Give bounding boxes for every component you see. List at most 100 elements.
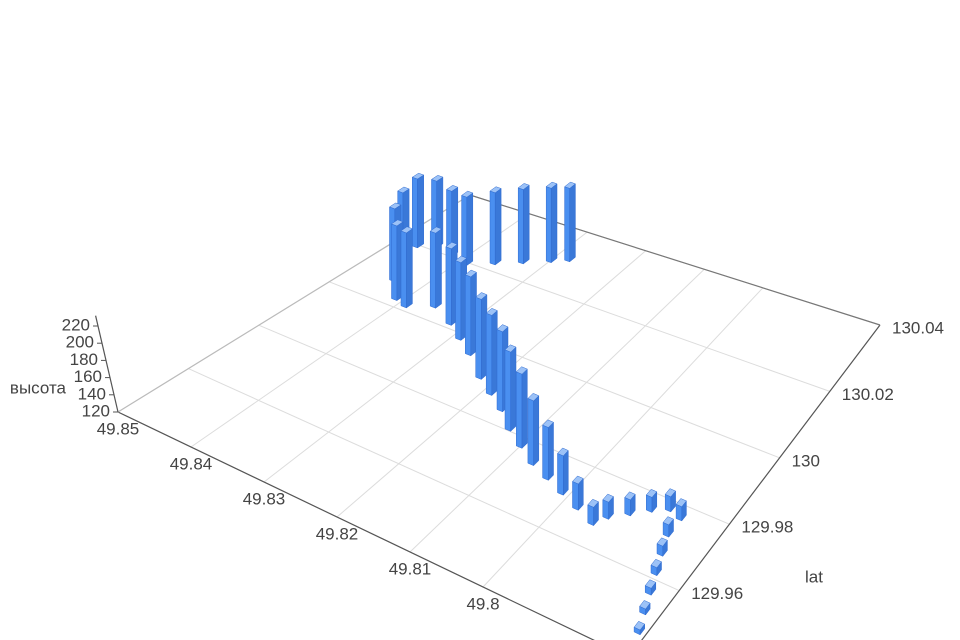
bar — [527, 393, 540, 467]
bar-top — [430, 175, 444, 182]
bar-face — [602, 499, 609, 520]
bar — [639, 600, 651, 616]
axis-line — [117, 411, 595, 640]
bar — [455, 255, 468, 341]
z-tick-label: 180 — [70, 350, 98, 369]
bar-top — [464, 269, 477, 278]
grid-line — [188, 368, 680, 592]
x-tick-label: 49.8 — [466, 594, 499, 613]
bar-top — [504, 344, 517, 353]
bar-face — [466, 192, 474, 266]
grid-line — [263, 231, 588, 483]
bar-top — [624, 491, 636, 501]
bar-face — [572, 481, 579, 511]
bar-face — [516, 371, 523, 449]
bar-face — [664, 493, 672, 513]
bar-face — [412, 176, 418, 249]
bar-face — [624, 497, 631, 517]
bar-top — [664, 488, 677, 498]
bar — [624, 491, 636, 517]
bar-face — [391, 223, 398, 301]
bar-face — [504, 349, 511, 432]
bar-top — [662, 516, 674, 526]
bar-top — [445, 185, 459, 192]
bar — [645, 488, 658, 514]
z-tick-label: 120 — [82, 401, 110, 420]
bar-face — [569, 183, 576, 263]
bar-face — [542, 424, 549, 481]
bar — [602, 493, 614, 521]
bar — [587, 498, 599, 527]
x-tick-label: 49.82 — [316, 524, 359, 543]
grid-line — [399, 237, 830, 392]
bar-top — [572, 475, 584, 485]
bar-face — [461, 195, 468, 266]
bar — [475, 292, 488, 380]
bar-top — [542, 419, 554, 428]
bar — [517, 183, 530, 265]
bar-top — [645, 488, 658, 498]
y-axis-name: lat — [805, 567, 823, 586]
bar-top — [445, 241, 458, 250]
bar — [662, 516, 674, 538]
bar-top — [461, 190, 474, 198]
bar-top — [489, 186, 502, 194]
x-tick-label: 49.81 — [389, 559, 432, 578]
bar-face — [455, 260, 462, 341]
bar — [489, 186, 502, 266]
bar — [461, 190, 474, 266]
bar-face — [400, 230, 407, 309]
z-axis-name: высота — [10, 378, 67, 397]
bar-face — [548, 421, 554, 481]
bar-top — [411, 172, 425, 180]
bar-face — [550, 183, 558, 264]
bar — [650, 558, 662, 577]
y-tick-label: 130 — [792, 451, 820, 470]
axis-line — [469, 194, 881, 326]
x-tick-label: 49.84 — [170, 454, 213, 473]
y-tick-label: 130.04 — [892, 318, 944, 337]
bar-face — [491, 310, 498, 397]
bar-face — [406, 228, 413, 309]
bar-top — [675, 498, 687, 508]
bar-face — [533, 395, 540, 467]
bar-top — [429, 226, 443, 234]
bar — [675, 498, 687, 522]
bar-face — [527, 398, 534, 466]
bar — [572, 475, 584, 511]
bar-face — [587, 504, 594, 526]
z-tick-label: 140 — [78, 384, 106, 403]
bar-face — [563, 449, 569, 496]
y-tick-label: 130.02 — [842, 385, 894, 404]
bar — [445, 185, 459, 258]
bar — [411, 172, 425, 249]
bars — [388, 172, 687, 636]
bar-top — [650, 558, 662, 569]
z-tick-label: 220 — [62, 315, 90, 334]
bar-face — [545, 186, 552, 264]
bar-top — [587, 498, 599, 508]
bar-top — [455, 255, 468, 263]
bar-top — [639, 600, 651, 610]
floor: 49.8 49.81 49.82 49.83 49.84 49.85 129.96 129.9… — [62, 194, 944, 640]
bar-top — [557, 447, 569, 457]
x-tick-label: 49.85 — [97, 419, 140, 438]
bar-face — [417, 174, 424, 249]
bar-top — [633, 620, 646, 631]
bar — [400, 226, 413, 309]
bar-face — [523, 184, 530, 265]
bar — [485, 308, 498, 397]
bar-top — [644, 579, 657, 589]
bar-face — [521, 368, 528, 449]
bar-face — [494, 188, 502, 266]
z-tick-label: 160 — [74, 367, 102, 386]
bar-face — [465, 274, 472, 357]
bar-top — [515, 366, 528, 375]
bar-face — [675, 503, 683, 522]
bar-face — [485, 312, 493, 396]
bar-top — [656, 537, 668, 547]
x-tick-label: 49.83 — [243, 489, 286, 508]
bar-face — [496, 329, 503, 413]
bar-top — [496, 324, 509, 333]
